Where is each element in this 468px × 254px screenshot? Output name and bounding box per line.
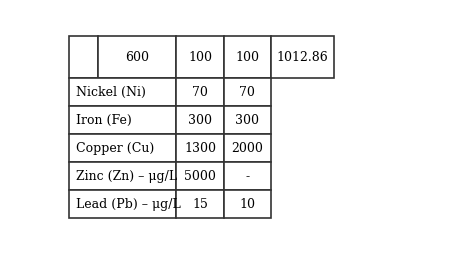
Bar xyxy=(224,134,271,162)
Bar xyxy=(69,78,176,106)
Bar xyxy=(69,106,176,134)
Bar xyxy=(69,162,176,190)
Bar xyxy=(224,36,271,78)
Text: -: - xyxy=(245,170,249,183)
Text: Nickel (Ni): Nickel (Ni) xyxy=(76,86,146,99)
Text: 1300: 1300 xyxy=(184,142,216,155)
Bar xyxy=(176,190,224,218)
Bar xyxy=(176,162,224,190)
Bar xyxy=(224,106,271,134)
Bar xyxy=(176,36,224,78)
Bar xyxy=(176,106,224,134)
Text: 15: 15 xyxy=(192,198,208,211)
Bar xyxy=(69,134,176,162)
Text: Iron (Fe): Iron (Fe) xyxy=(76,114,132,127)
Text: 5000: 5000 xyxy=(184,170,216,183)
Bar xyxy=(224,162,271,190)
Text: 1012.86: 1012.86 xyxy=(277,51,328,64)
Bar xyxy=(69,36,98,78)
Bar xyxy=(224,190,271,218)
Bar xyxy=(69,190,176,218)
Bar xyxy=(176,134,224,162)
Text: Copper (Cu): Copper (Cu) xyxy=(76,142,154,155)
Bar xyxy=(98,36,176,78)
Text: 10: 10 xyxy=(239,198,255,211)
Bar xyxy=(224,78,271,106)
Text: 2000: 2000 xyxy=(231,142,263,155)
Text: Zinc (Zn) – μg/L: Zinc (Zn) – μg/L xyxy=(76,170,177,183)
Text: 300: 300 xyxy=(188,114,212,127)
Text: 600: 600 xyxy=(125,51,149,64)
Text: 70: 70 xyxy=(192,86,208,99)
Text: 300: 300 xyxy=(235,114,259,127)
Bar xyxy=(176,78,224,106)
Bar xyxy=(271,36,334,78)
Text: 70: 70 xyxy=(239,86,255,99)
Text: 100: 100 xyxy=(188,51,212,64)
Text: 100: 100 xyxy=(235,51,259,64)
Text: Lead (Pb) – μg/L: Lead (Pb) – μg/L xyxy=(76,198,181,211)
